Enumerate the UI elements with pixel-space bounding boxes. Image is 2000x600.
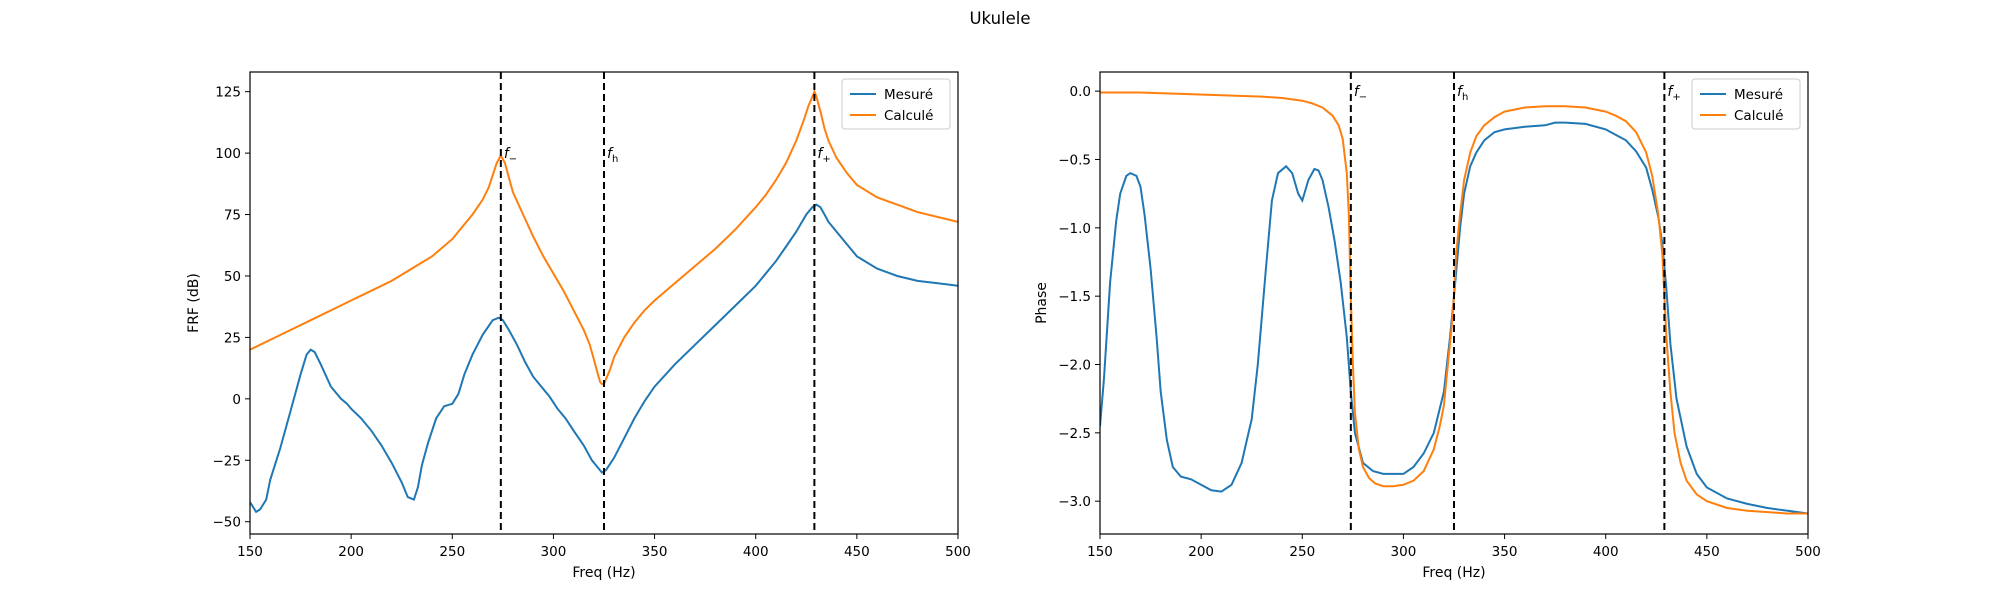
y-tick-label: 25 — [224, 330, 241, 346]
x-tick-label: 350 — [1492, 544, 1518, 560]
x-tick-label: 250 — [439, 544, 465, 560]
y-axis-label: Phase — [1034, 282, 1050, 324]
x-tick-label: 300 — [541, 544, 567, 560]
y-tick-label: 0 — [232, 392, 241, 408]
vline-label-1: fh — [1457, 84, 1468, 103]
legend-label: Mesuré — [884, 87, 933, 103]
legend-label: Calculé — [1734, 108, 1784, 124]
y-tick-label: 100 — [215, 146, 241, 162]
figure-title: Ukulele — [969, 9, 1030, 28]
y-tick-label: −1.0 — [1058, 221, 1091, 237]
vline-label-2: f+ — [817, 146, 830, 165]
x-tick-label: 500 — [945, 544, 971, 560]
y-tick-label: 125 — [215, 85, 241, 101]
legend-label: Calculé — [884, 108, 934, 124]
axes-frame — [249, 71, 959, 535]
x-tick-label: 400 — [1593, 544, 1619, 560]
vline-label-2: f+ — [1667, 84, 1680, 103]
legend-box — [1691, 78, 1801, 130]
x-tick-label: 450 — [1694, 544, 1720, 560]
x-tick-label: 450 — [844, 544, 870, 560]
y-tick-label: −50 — [213, 515, 242, 531]
y-tick-label: 0.0 — [1070, 84, 1091, 100]
x-tick-label: 400 — [743, 544, 769, 560]
y-axis-label: FRF (dB) — [186, 273, 202, 333]
y-tick-label: −3.0 — [1058, 494, 1091, 510]
vline-label-0: f− — [1354, 84, 1367, 103]
y-tick-label: −1.5 — [1058, 289, 1091, 305]
vline-label-0: f− — [504, 146, 517, 165]
legend-label: Mesuré — [1734, 87, 1783, 103]
x-axis-label: Freq (Hz) — [1422, 565, 1485, 581]
legend-box — [841, 78, 951, 130]
y-tick-label: −2.5 — [1058, 426, 1091, 442]
x-tick-label: 250 — [1289, 544, 1315, 560]
y-tick-label: −25 — [213, 453, 242, 469]
y-tick-label: 50 — [224, 269, 241, 285]
x-tick-label: 300 — [1391, 544, 1417, 560]
vline-label-1: fh — [607, 146, 618, 165]
x-axis-label: Freq (Hz) — [572, 565, 635, 581]
chart-phase: f− fh f+ 150 200 250 300 350 400 450 500 0.0 −0.5 −1.… — [1034, 71, 1821, 581]
x-tick-label: 200 — [1188, 544, 1214, 560]
legend: Mesuré Calculé — [1691, 78, 1801, 130]
series-line-mesure — [250, 203, 958, 514]
x-tick-label: 200 — [338, 544, 364, 560]
axes-frame — [1099, 71, 1809, 535]
y-tick-label: 75 — [224, 208, 241, 224]
chart-frf: f− fh f+ 150 200 250 300 350 400 450 500 −50 −25 0 25 5… — [186, 71, 971, 581]
series-line-calcule — [1100, 91, 1808, 515]
legend: Mesuré Calculé — [841, 78, 951, 130]
x-tick-label: 500 — [1795, 544, 1821, 560]
x-tick-label: 150 — [237, 544, 263, 560]
y-tick-label: −2.0 — [1058, 358, 1091, 374]
x-tick-label: 350 — [642, 544, 668, 560]
x-tick-label: 150 — [1087, 544, 1113, 560]
y-tick-label: −0.5 — [1058, 152, 1091, 168]
